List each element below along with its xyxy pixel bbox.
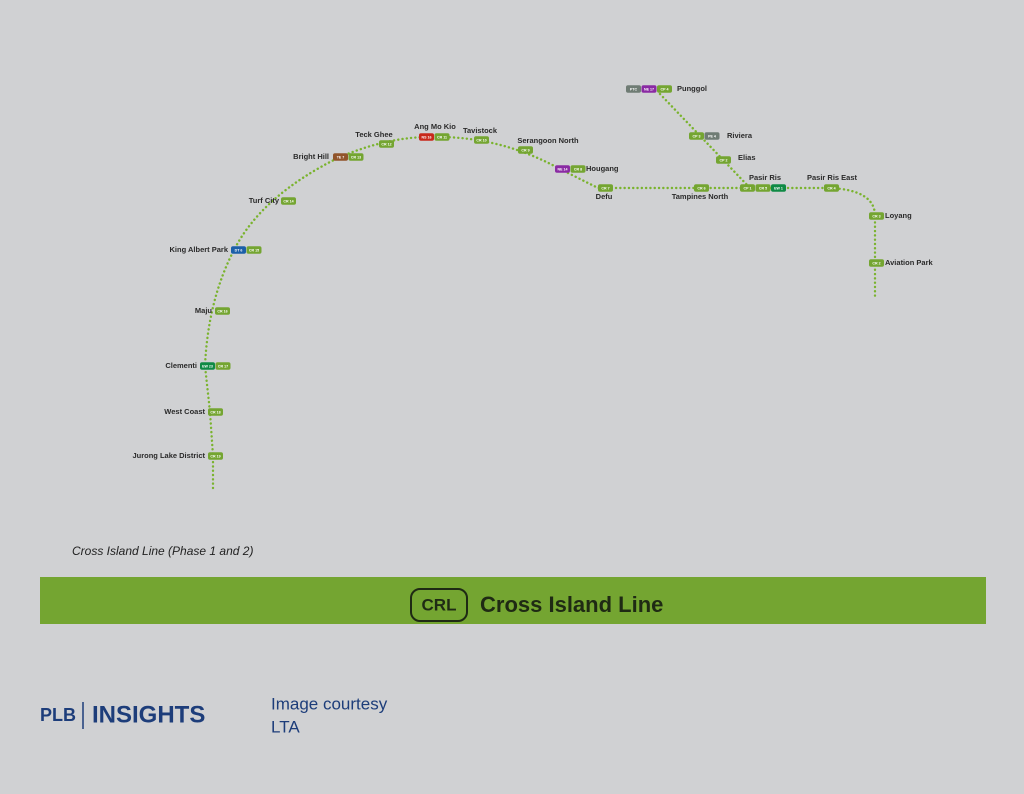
station-code-pill (657, 85, 672, 93)
station-name: Aviation Park (885, 258, 933, 267)
logo-right: INSIGHTS (92, 701, 205, 728)
station-code-pill (570, 165, 586, 173)
station-code: CP 2 (720, 158, 728, 162)
station-code: EW 23 (202, 364, 213, 368)
station-code: CR 17 (218, 364, 228, 368)
station-name: Ang Mo Kio (414, 122, 456, 131)
station-name: King Albert Park (170, 245, 229, 254)
station-name: Riviera (727, 131, 753, 140)
station-code-pill (704, 132, 720, 140)
station-code: CR 3 (872, 214, 880, 218)
station-code-pill (246, 246, 262, 254)
station-code-pill (474, 136, 489, 144)
station-code: CR 12 (381, 142, 391, 146)
station-code-pill (434, 133, 450, 141)
station-code-pill (518, 146, 533, 154)
station-code: DT 6 (235, 248, 243, 252)
station-code: PE 4 (708, 134, 716, 138)
station-code-pill (716, 156, 731, 164)
station-code-pill (824, 184, 839, 192)
station-code-pill (215, 362, 231, 370)
station-name: Jurong Lake District (132, 451, 205, 460)
station-code: NE 14 (558, 167, 568, 171)
station-code: CR 13 (351, 155, 361, 159)
badge: CRL (422, 595, 457, 614)
station-code: CR 5 (759, 186, 767, 190)
station-name: West Coast (164, 407, 205, 416)
station-code-pill (208, 452, 223, 460)
station-code: CR 9 (521, 148, 529, 152)
badge-frame (410, 588, 468, 622)
station-name: Turf City (249, 196, 280, 205)
station-name: Defu (596, 192, 613, 201)
station-code: CR 14 (283, 199, 293, 203)
station-code-pill (231, 246, 246, 254)
station-code-pill (755, 184, 771, 192)
station-code: CR 4 (827, 186, 835, 190)
station-name: Teck Ghee (355, 130, 392, 139)
station-name: Tampines North (672, 192, 729, 201)
station-name: Loyang (885, 211, 912, 220)
credit-source: LTA (271, 717, 300, 736)
station-code: CP 1 (744, 186, 752, 190)
station-code: EW 1 (774, 186, 783, 190)
station-name: Pasir Ris (749, 173, 781, 182)
branch-track (658, 92, 752, 190)
station-code-pill (869, 259, 884, 267)
station-code-pill (419, 133, 434, 141)
station-code-pill (626, 85, 641, 93)
station-name: Maju (195, 306, 213, 315)
station-code: CP 3 (693, 134, 701, 138)
banner-title: Cross Island Line (480, 592, 663, 617)
station-code: CR 10 (476, 138, 486, 142)
station-code: CR 2 (872, 261, 880, 265)
station-code: CR 19 (210, 454, 220, 458)
station-code-pill (200, 362, 215, 370)
station-code-pill (215, 307, 230, 315)
station-code: CR 8 (574, 167, 582, 171)
station-name: Hougang (586, 164, 619, 173)
station-code-pill (771, 184, 786, 192)
station-code: CP 4 (661, 87, 669, 91)
station-code: CR 18 (210, 410, 220, 414)
station-code-pill (555, 165, 570, 173)
station-code: TE 7 (337, 155, 345, 159)
station-code-pill (333, 153, 348, 161)
station-code-pill (208, 408, 223, 416)
station-code-pill (694, 184, 709, 192)
station-name: Punggol (677, 84, 707, 93)
station-code-pill (281, 197, 296, 205)
station-code-pill (598, 184, 613, 192)
banner (40, 577, 986, 624)
station-code: PTC (630, 87, 638, 91)
station-code: CR 6 (697, 186, 705, 190)
station-name: Tavistock (463, 126, 498, 135)
station-code-pill (379, 140, 394, 148)
station-name: Pasir Ris East (807, 173, 858, 182)
station-code-pill (689, 132, 704, 140)
logo-left: PLB (40, 705, 76, 725)
station-code: CR 11 (437, 135, 447, 139)
station-code-pill (869, 212, 884, 220)
caption: Cross Island Line (Phase 1 and 2) (72, 544, 253, 558)
station-code-pill (641, 85, 657, 93)
station-code: CR 7 (601, 186, 609, 190)
station-name: Clementi (165, 361, 197, 370)
station-code: CR 16 (217, 309, 227, 313)
station-code-pill (740, 184, 755, 192)
stations: PTC NE 17 CP 4 Punggol CP 3 PE 4 Riviera CP 2 El… (132, 84, 933, 460)
station-code-pill (348, 153, 364, 161)
station-name: Serangoon North (517, 136, 579, 145)
credit-line: Image courtesy (271, 694, 388, 713)
station-code: NE 17 (644, 87, 654, 91)
station-code: CR 15 (249, 248, 259, 252)
station-code: NS 16 (422, 135, 432, 139)
station-name: Elias (738, 153, 756, 162)
station-name: Bright Hill (293, 152, 329, 161)
